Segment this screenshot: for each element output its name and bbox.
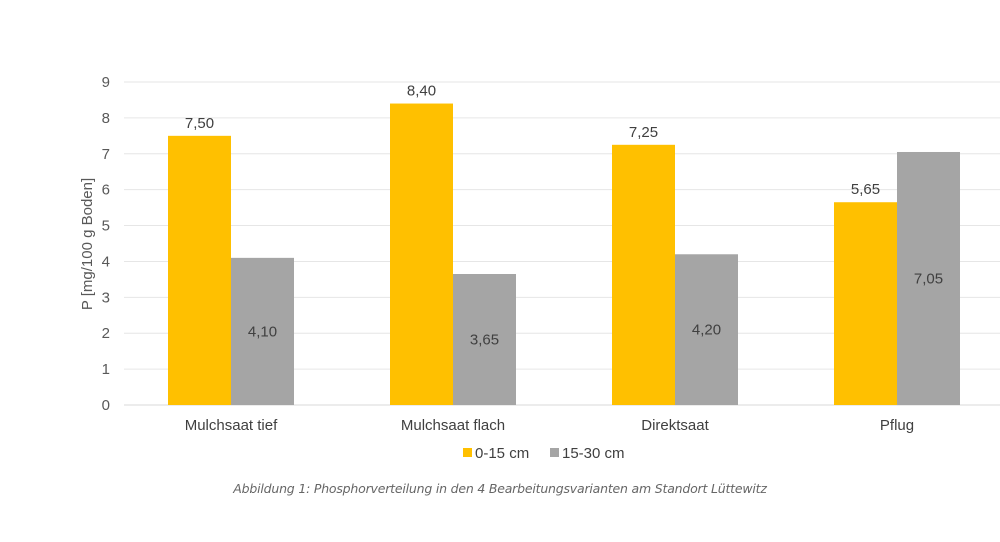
y-tick-label-1: 1 <box>102 361 110 378</box>
data-label-direktsaat-series-0: 7,25 <box>629 124 658 141</box>
legend-label-0-15cm: 0-15 cm <box>475 445 529 462</box>
data-label-mulchsaat-tief-series-1: 4,10 <box>248 323 277 340</box>
figure-caption: Abbildung 1: Phosphorverteilung in den 4… <box>233 481 767 496</box>
bar-direktsaat-series-1 <box>675 254 738 405</box>
bar-mulchsaat-flach-series-1 <box>453 274 516 405</box>
data-label-mulchsaat-flach-series-0: 8,40 <box>407 83 436 100</box>
bar-pflug-series-1 <box>897 151 960 405</box>
y-tick-label-4: 4 <box>102 253 110 270</box>
category-labels: Mulchsaat tief Mulchsaat flach Direktsaat P… <box>185 417 914 434</box>
data-label-direktsaat-series-1: 4,20 <box>692 322 721 339</box>
category-label-mulchsaat-tief: Mulchsaat tief <box>185 417 278 434</box>
data-label-mulchsaat-flach-series-1: 3,65 <box>470 332 499 349</box>
y-tick-label-7: 7 <box>102 146 110 163</box>
y-tick-label-8: 8 <box>102 110 110 127</box>
bar-mulchsaat-tief-series-1 <box>231 257 294 405</box>
bars <box>168 103 960 406</box>
y-tick-label-3: 3 <box>102 289 110 306</box>
legend-swatch-15-30cm <box>550 448 559 457</box>
data-label-mulchsaat-tief-series-0: 7,50 <box>185 115 214 132</box>
y-tick-label-5: 5 <box>102 218 110 235</box>
y-tick-label-6: 6 <box>102 182 110 199</box>
bar-direktsaat-series-0 <box>612 144 675 406</box>
y-axis-title: P [mg/100 g Boden] <box>79 178 96 310</box>
legend-swatch-0-15cm <box>463 448 472 457</box>
legend: 0-15 cm 15-30 cm <box>463 445 625 462</box>
data-labels: 7,50 4,10 8,40 3,65 7,25 4,20 5,65 7,05 <box>185 83 943 349</box>
category-label-direktsaat: Direktsaat <box>641 417 709 434</box>
bar-pflug-series-0 <box>834 202 897 405</box>
y-tick-label-2: 2 <box>102 325 110 342</box>
category-label-mulchsaat-flach: Mulchsaat flach <box>401 417 505 434</box>
bar-mulchsaat-tief-series-0 <box>168 135 231 406</box>
y-axis-ticks: 0 1 2 3 4 5 6 7 8 9 <box>102 74 110 414</box>
legend-label-15-30cm: 15-30 cm <box>562 445 625 462</box>
category-label-pflug: Pflug <box>880 417 914 434</box>
data-label-pflug-series-1: 7,05 <box>914 270 943 287</box>
y-tick-label-9: 9 <box>102 74 110 91</box>
bar-mulchsaat-flach-series-0 <box>390 103 453 406</box>
y-tick-label-0: 0 <box>102 397 110 414</box>
data-label-pflug-series-0: 5,65 <box>851 181 880 198</box>
